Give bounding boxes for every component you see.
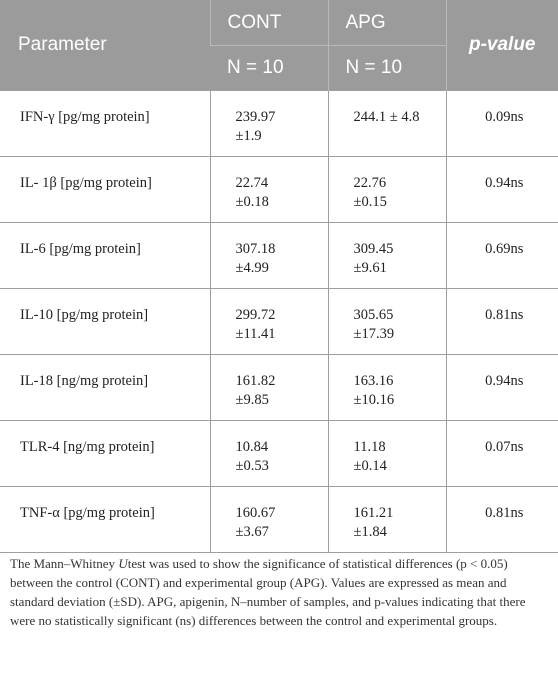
table-body: IFN-γ [pg/mg protein] 239.97 ±1.9 244.1 ±… bbox=[0, 90, 558, 553]
footnote-text-rest: test was used to show the significance o… bbox=[10, 556, 526, 628]
footnote-u-symbol: U bbox=[118, 556, 128, 571]
p-value: 0.09ns bbox=[445, 90, 558, 157]
header-p-value: p-value bbox=[445, 0, 558, 91]
cont-mean: 161.82 bbox=[235, 373, 276, 389]
table-row: IL-6 [pg/mg protein] 307.18 ±4.99 309.45 ±… bbox=[0, 222, 558, 289]
table-footnote: The Mann–Whitney Utest was used to show … bbox=[10, 554, 550, 630]
cont-value: 299.72 ±11.41 bbox=[209, 288, 328, 355]
table-row: IL-10 [pg/mg protein] 299.72 ±11.41 305.6… bbox=[0, 288, 558, 355]
row-parameter: TNF-α [pg/mg protein] bbox=[0, 486, 210, 553]
p-value: 0.81ns bbox=[445, 486, 558, 553]
row-parameter: IL-18 [ng/mg protein] bbox=[0, 354, 210, 421]
cont-mean: 22.74 bbox=[235, 175, 269, 191]
cont-value: 161.82 ±9.85 bbox=[209, 354, 328, 421]
cont-mean: 239.97 bbox=[235, 109, 276, 125]
apg-sd: ±1.84 bbox=[353, 524, 387, 540]
row-parameter: IL- 1β [pg/mg protein] bbox=[0, 156, 210, 223]
header-cont: CONT bbox=[209, 0, 328, 46]
table-row: IL-18 [ng/mg protein] 161.82 ±9.85 163.16… bbox=[0, 354, 558, 421]
apg-value: 22.76 ±0.15 bbox=[327, 156, 446, 223]
apg-value: 305.65 ±17.39 bbox=[327, 288, 446, 355]
apg-mean: 22.76 bbox=[353, 175, 387, 191]
row-parameter: TLR-4 [ng/mg protein] bbox=[0, 420, 210, 487]
cont-sd: ±9.85 bbox=[235, 392, 269, 408]
apg-value: 163.16 ±10.16 bbox=[327, 354, 446, 421]
header-n-apg: N = 10 bbox=[327, 45, 446, 91]
header-n-cont: N = 10 bbox=[210, 45, 328, 91]
p-value: 0.81ns bbox=[445, 288, 558, 355]
row-parameter: IFN-γ [pg/mg protein] bbox=[0, 90, 210, 157]
table-row: TNF-α [pg/mg protein] 160.67 ±3.67 161.21… bbox=[0, 486, 558, 553]
cont-value: 160.67 ±3.67 bbox=[209, 486, 328, 553]
cont-sd: ±1.9 bbox=[235, 128, 262, 144]
table-row: IFN-γ [pg/mg protein] 239.97 ±1.9 244.1 ±… bbox=[0, 90, 558, 157]
apg-mean: 305.65 bbox=[353, 307, 394, 323]
apg-value: 161.21 ±1.84 bbox=[327, 486, 446, 553]
p-value: 0.07ns bbox=[445, 420, 558, 487]
cont-sd: ±0.53 bbox=[235, 458, 269, 474]
apg-value: 244.1 ± 4.8 bbox=[327, 90, 446, 157]
cont-sd: ±11.41 bbox=[235, 326, 276, 342]
cont-sd: ±4.99 bbox=[235, 260, 269, 276]
footnote-text-start: The Mann–Whitney bbox=[10, 556, 119, 571]
p-value: 0.94ns bbox=[445, 156, 558, 223]
header-apg: APG bbox=[327, 0, 446, 46]
apg-sd: ±17.39 bbox=[353, 326, 395, 342]
apg-sd: ±10.16 bbox=[353, 392, 395, 408]
results-table: Parameter CONT APG p-value N = 10 N = 10… bbox=[0, 0, 558, 553]
cont-sd: ±3.67 bbox=[235, 524, 269, 540]
cont-value: 239.97 ±1.9 bbox=[209, 90, 328, 157]
apg-value: 11.18 ±0.14 bbox=[327, 420, 446, 487]
cont-mean: 307.18 bbox=[235, 241, 276, 257]
header-parameter: Parameter bbox=[0, 0, 210, 91]
apg-mean: 309.45 bbox=[353, 241, 394, 257]
p-value: 0.94ns bbox=[445, 354, 558, 421]
cont-value: 10.84 ±0.53 bbox=[209, 420, 328, 487]
cont-sd: ±0.18 bbox=[235, 194, 269, 210]
apg-value: 309.45 ±9.61 bbox=[327, 222, 446, 289]
apg-sd: ±0.14 bbox=[353, 458, 387, 474]
apg-mean: 161.21 bbox=[353, 505, 394, 521]
p-value: 0.69ns bbox=[445, 222, 558, 289]
table-header: Parameter CONT APG p-value N = 10 N = 10 bbox=[0, 0, 558, 91]
apg-mean: 11.18 bbox=[353, 439, 386, 455]
apg-sd: ±9.61 bbox=[353, 260, 387, 276]
row-parameter: IL-6 [pg/mg protein] bbox=[0, 222, 210, 289]
apg-sd: ±0.15 bbox=[353, 194, 387, 210]
apg-mean: 163.16 bbox=[353, 373, 394, 389]
cont-value: 22.74 ±0.18 bbox=[209, 156, 328, 223]
row-parameter: IL-10 [pg/mg protein] bbox=[0, 288, 210, 355]
cont-mean: 10.84 bbox=[235, 439, 269, 455]
cont-mean: 160.67 bbox=[235, 505, 276, 521]
table-row: TLR-4 [ng/mg protein] 10.84 ±0.53 11.18 ±0… bbox=[0, 420, 558, 487]
cont-value: 307.18 ±4.99 bbox=[209, 222, 328, 289]
cont-mean: 299.72 bbox=[235, 307, 276, 323]
table-row: IL- 1β [pg/mg protein] 22.74 ±0.18 22.76 ±… bbox=[0, 156, 558, 223]
